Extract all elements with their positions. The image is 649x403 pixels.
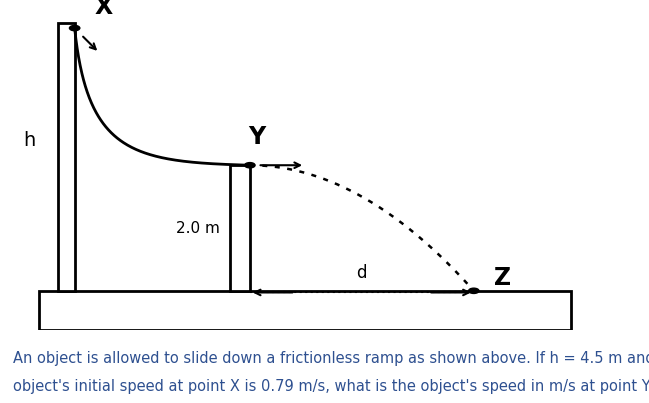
- Text: 2.0 m: 2.0 m: [176, 220, 220, 235]
- Text: h: h: [23, 131, 35, 150]
- Bar: [39, 291, 571, 330]
- Bar: [230, 165, 250, 291]
- Text: Y: Y: [248, 125, 265, 149]
- Text: X: X: [95, 0, 113, 19]
- Text: d: d: [356, 264, 367, 282]
- Bar: [58, 23, 75, 291]
- Text: An object is allowed to slide down a frictionless ramp as shown above. If h = 4.: An object is allowed to slide down a fri…: [13, 351, 649, 366]
- Text: object's initial speed at point X is 0.79 m/s, what is the object's speed in m/s: object's initial speed at point X is 0.7…: [13, 379, 649, 394]
- Text: Z: Z: [495, 266, 511, 290]
- Circle shape: [469, 288, 479, 293]
- Circle shape: [245, 162, 255, 168]
- Circle shape: [69, 25, 80, 31]
